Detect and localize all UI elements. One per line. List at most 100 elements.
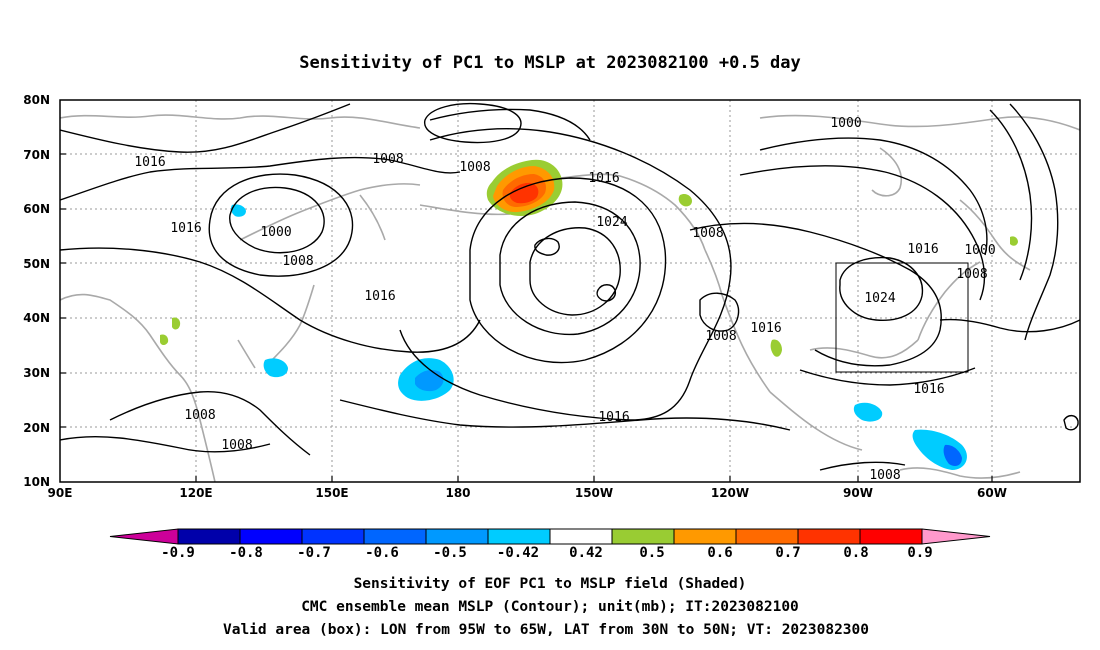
shade-negative-cyan-4 [263, 358, 288, 378]
tick-marks [60, 153, 993, 482]
contour-label: 1000 [830, 116, 861, 131]
contour-label: 1008 [372, 152, 403, 167]
isobar-1016-subtropical [339, 399, 791, 431]
contour-label: 1016 [913, 382, 944, 397]
lat-tick-label: 10N [23, 475, 50, 489]
contour-labels: 1016 1008 1008 1016 1024 1016 1000 1000 … [134, 116, 995, 483]
shade-positive-red [509, 182, 539, 204]
colorbar-segment [797, 528, 861, 545]
contour-label: 1016 [588, 171, 619, 186]
lon-tick-label: 120W [711, 486, 749, 500]
colorbar-tick-label: -0.5 [433, 545, 467, 561]
isobar-low-small [1063, 414, 1079, 431]
contour-label: 1016 [907, 242, 938, 257]
coast-korea [237, 339, 256, 369]
isobar-1008-north-pacific [429, 108, 591, 141]
isobar-1000-low [229, 186, 325, 254]
shade-negative-blue-2 [943, 444, 962, 466]
isobar-1024-center-b [596, 284, 616, 302]
lat-tick-label: 50N [23, 257, 50, 271]
coast-siberia-east [239, 183, 421, 241]
contour-label: 1000 [964, 243, 995, 258]
lon-tick-label: 180 [445, 486, 470, 500]
isobar-1008-south [60, 436, 271, 453]
coast-east-asia [60, 293, 216, 482]
colorbar-segment [239, 528, 303, 545]
isobar-1016-atlantic-ridge [939, 318, 1080, 333]
coast-japan [269, 284, 315, 363]
shade-positive-green-4 [1010, 236, 1018, 246]
lat-tick-label: 30N [23, 366, 50, 380]
map-background [60, 100, 1080, 482]
colorbar-segment [425, 528, 489, 545]
colorbar-segment [301, 528, 365, 545]
colorbar-high-extend [921, 528, 991, 545]
lon-tick-label: 90E [48, 486, 73, 500]
contour-label: 1008 [184, 408, 215, 423]
colorbar-tick-label: 0.7 [775, 545, 800, 561]
isobar-1024-high-mid [499, 201, 641, 336]
colorbar-tick-label: -0.7 [297, 545, 331, 561]
contour-label: 1008 [705, 329, 736, 344]
colorbar-segment [611, 528, 675, 545]
colorbar-segment [363, 528, 427, 545]
isobar-1024-high-outer [469, 177, 667, 364]
contour-label: 1008 [869, 468, 900, 483]
colorbar [109, 528, 991, 545]
coast-aleutians [419, 204, 511, 216]
isobar-1000-north-atlantic [759, 137, 988, 256]
shade-positive-green-5 [172, 317, 181, 330]
contour-label: 1008 [692, 226, 723, 241]
coast-hudson-bay [871, 147, 902, 197]
shade-positive-green-6 [160, 334, 169, 345]
contour-label: 1016 [364, 289, 395, 304]
isobar-1008-east-asia [109, 390, 311, 456]
colorbar-tick-label: -0.8 [229, 545, 263, 561]
lon-tick-label: 150E [315, 486, 348, 500]
contour-label: 1000 [260, 225, 291, 240]
lon-tick-label: 60W [977, 486, 1007, 500]
contour-label: 1016 [134, 155, 165, 170]
isobar-1016-caribbean [799, 367, 976, 386]
isobar-1008-north [60, 156, 461, 201]
colorbar-segment [549, 528, 613, 545]
colorbar-tick-label: -0.9 [161, 545, 195, 561]
coast-us-gulf [809, 339, 919, 359]
colorbar-labels: -0.9 -0.8 -0.7 -0.6 -0.5 -0.42 0.42 0.5 … [161, 545, 933, 561]
lon-tick-label: 120E [179, 486, 212, 500]
colorbar-segment [177, 528, 241, 545]
isobar-atlantic-c [1009, 103, 1059, 341]
colorbar-tick-label: 0.9 [907, 545, 932, 561]
shade-negative-cyan-5 [231, 204, 246, 217]
contour-label: 1008 [956, 267, 987, 282]
contour-label: 1016 [750, 321, 781, 336]
contour-label: 1024 [864, 291, 895, 306]
isobar-1024-center-a [534, 237, 560, 256]
graticule [60, 100, 1080, 482]
coast-canada-north [759, 114, 1080, 131]
contour-label: 1024 [596, 215, 627, 230]
shade-negative-blue-1 [415, 370, 444, 392]
coast-kamchatka [359, 194, 386, 241]
isobar-high-arctic [424, 102, 522, 144]
colorbar-tick-label: 0.5 [639, 545, 664, 561]
lon-tick-label: 90W [843, 486, 873, 500]
isobar-1016-central-pacific [399, 128, 732, 421]
lat-tick-label: 70N [23, 148, 50, 162]
lat-tick-label: 40N [23, 311, 50, 325]
caption-line-3: Valid area (box): LON from 95W to 65W, L… [223, 622, 869, 638]
colorbar-segment [735, 528, 799, 545]
coast-mexico [769, 391, 863, 451]
isobar-1016-canada [689, 222, 942, 367]
isobar-1024-high-inner [529, 227, 621, 316]
shade-positive-green-3 [770, 339, 782, 357]
isobar-1016-northwest [60, 103, 351, 153]
colorbar-tick-label: 0.6 [707, 545, 732, 561]
valid-area-box [835, 262, 969, 373]
isobar-1024-box-high [839, 256, 924, 321]
contour-label: 1016 [598, 410, 629, 425]
isobar-1008-atlantic-a [739, 165, 986, 301]
caption-line-1: Sensitivity of EOF PC1 to MSLP field (Sh… [354, 576, 747, 592]
contour-label: 1016 [170, 221, 201, 236]
